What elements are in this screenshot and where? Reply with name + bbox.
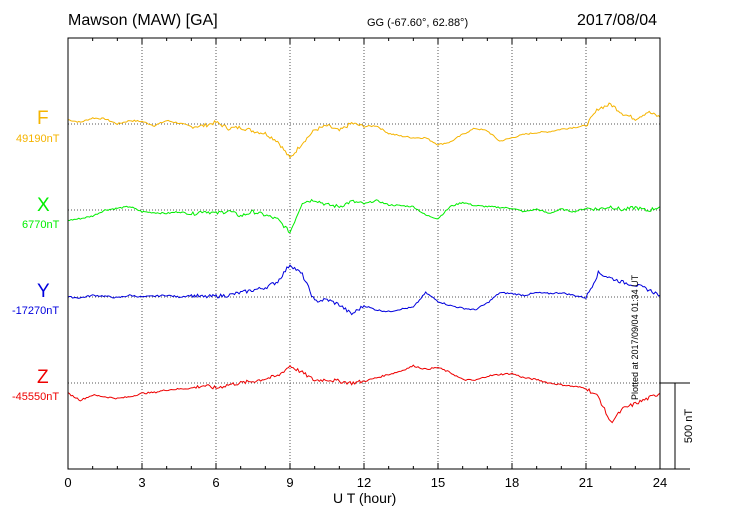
series-baseline-y: -17270nT (12, 305, 60, 317)
x-axis-label: U T (hour) (333, 490, 397, 506)
x-tick-label: 18 (505, 475, 519, 490)
x-tick-label: 0 (64, 475, 71, 490)
x-tick-label: 12 (357, 475, 371, 490)
plotted-timestamp: Plotted at 2017/09/04 01:34 UT (630, 274, 640, 400)
series-label-y: Y (37, 281, 50, 302)
series-line-x (67, 198, 661, 234)
series-line-z (67, 364, 661, 424)
series-label-f: F (37, 108, 49, 129)
x-axis-ticks: 0 3 6 9 12 15 18 21 24 (64, 38, 667, 490)
grid-lines (68, 38, 660, 469)
chart-date: 2017/08/04 (577, 12, 658, 29)
series-baseline-f: 49190nT (16, 133, 60, 145)
series-line-y (67, 264, 661, 316)
series-label-z: Z (37, 367, 49, 388)
x-tick-label: 24 (653, 475, 667, 490)
x-tick-label: 3 (138, 475, 145, 490)
x-tick-label: 9 (286, 475, 293, 490)
series-label-x: X (37, 195, 50, 216)
station-coordinates: GG (-67.60°, 62.88°) (367, 17, 469, 29)
series-line-f (67, 102, 661, 159)
series-baseline-z: -45550nT (12, 391, 60, 403)
x-tick-label: 15 (431, 475, 445, 490)
scale-bar-label: 500 nT (683, 409, 695, 444)
x-tick-label: 6 (212, 475, 219, 490)
series-group (67, 102, 661, 424)
x-tick-label: 21 (579, 475, 593, 490)
series-baseline-x: 6770nT (22, 219, 60, 231)
chart-title: Mawson (MAW) [GA] (68, 12, 218, 29)
scale-bar: 500 nT (660, 382, 695, 470)
